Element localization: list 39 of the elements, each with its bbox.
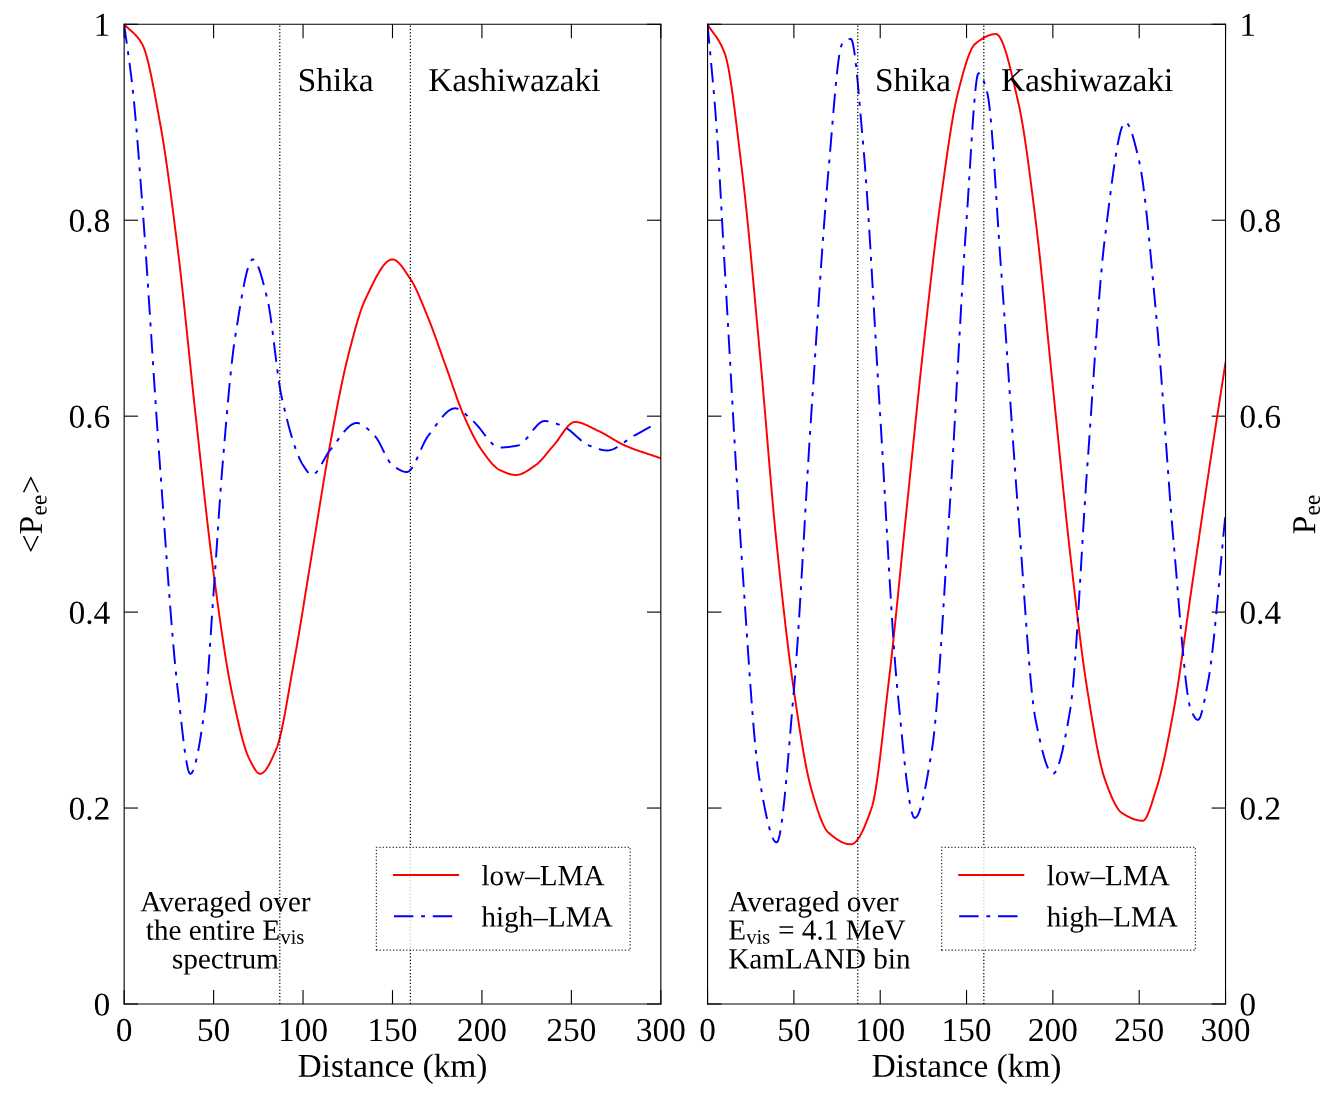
x-tick-label: 300: [637, 1018, 685, 1042]
y-tick-label: 0.4: [1240, 601, 1281, 625]
y-tick-label: 0.6: [1240, 405, 1281, 429]
y-tick-label: 1: [1242, 13, 1255, 36]
y-tick-label: 1: [96, 13, 109, 36]
ref-line-label: Shika: [299, 67, 374, 92]
x-tick-label: 100: [280, 1018, 327, 1042]
x-tick-label: 0: [700, 1018, 715, 1042]
legend-label: low–LMA: [1047, 864, 1170, 886]
x-tick-label: 200: [458, 1018, 506, 1042]
x-tick-label: 0: [117, 1018, 132, 1042]
x-tick-label: 150: [370, 1018, 417, 1042]
y-tick-label: 0: [1240, 993, 1255, 1016]
x-axis-title: Distance (km): [298, 1053, 486, 1084]
x-tick-label: 250: [547, 1018, 596, 1042]
y-axis-title: <P$_{ee}$>: [20, 476, 47, 552]
x-tick-label: 50: [779, 1018, 810, 1042]
x-tick-label: 150: [944, 1018, 991, 1042]
x-axis-title: Distance (km): [872, 1053, 1060, 1084]
ref-line-label: Shika: [877, 67, 951, 92]
legend-label: low–LMA: [481, 864, 605, 886]
legend-label: high–LMA: [481, 906, 613, 933]
x-tick-label: 200: [1029, 1018, 1077, 1042]
y-tick-label: 0.8: [69, 209, 109, 233]
annotation: Averaged over the entire E$_{vis}$ spectrum: [140, 891, 311, 975]
y-axis-title: P$_{ee}$: [1293, 495, 1320, 534]
y-tick-label: 0.2: [1240, 797, 1280, 821]
x-tick-label: 100: [858, 1018, 904, 1042]
y-tick-label: 0.6: [69, 405, 110, 429]
y-tick-label: 0.4: [69, 601, 110, 625]
ref-line-label: Kashiwazaki: [429, 67, 600, 92]
x-tick-label: 250: [1115, 1018, 1163, 1042]
x-tick-label: 50: [198, 1018, 229, 1042]
y-tick-label: 0.2: [69, 797, 109, 821]
y-tick-label: 0.8: [1240, 209, 1280, 233]
legend-label: high–LMA: [1046, 906, 1178, 933]
x-tick-label: 300: [1202, 1018, 1250, 1042]
annotation: Averaged over E$_{vis}$ = 4.1 MeV KamLAND bin: [728, 891, 911, 969]
y-tick-label: 0: [94, 993, 109, 1016]
